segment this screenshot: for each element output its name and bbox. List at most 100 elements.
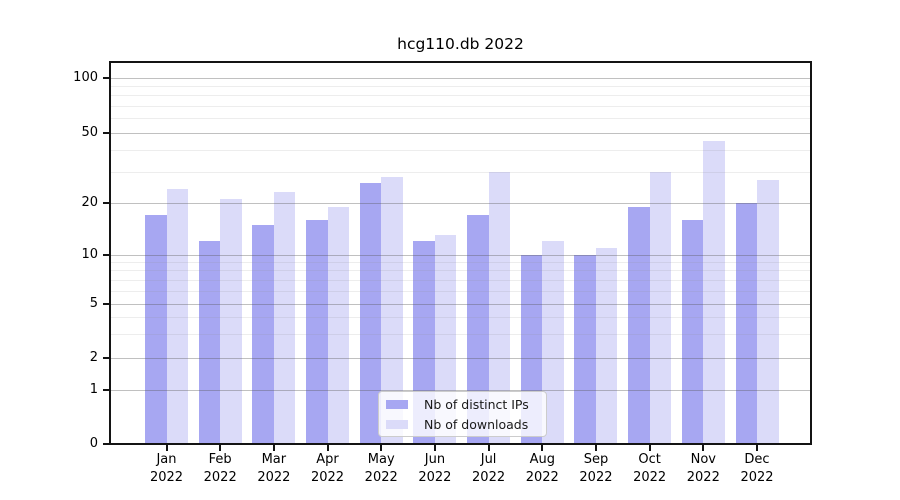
y-axis-tick-label: 100 bbox=[73, 70, 98, 85]
x-axis-tick bbox=[272, 444, 275, 451]
bar-distinct-ips bbox=[628, 206, 650, 444]
y-gridline-minor bbox=[111, 290, 810, 292]
y-gridline-minor bbox=[111, 270, 810, 272]
y-gridline-minor bbox=[111, 333, 810, 335]
x-tick-month: Oct bbox=[638, 452, 661, 467]
y-gridline-minor bbox=[111, 261, 810, 263]
y-axis-tick-label: 1 bbox=[89, 382, 98, 397]
bar-distinct-ips bbox=[306, 219, 328, 444]
bar-distinct-ips bbox=[359, 182, 382, 444]
bar-downloads bbox=[166, 189, 188, 444]
y-axis-tick bbox=[103, 77, 110, 79]
x-axis-tick-label: Apr 2022 bbox=[285, 451, 371, 487]
x-axis-tick bbox=[756, 444, 758, 451]
x-axis-tick-label: Feb 2022 bbox=[177, 451, 263, 487]
bar-distinct-ips bbox=[145, 215, 167, 444]
x-axis-tick bbox=[487, 444, 490, 451]
x-axis-tick-label: Sep 2022 bbox=[553, 451, 639, 487]
bar-distinct-ips bbox=[735, 203, 757, 444]
bar-downloads bbox=[542, 241, 564, 444]
y-gridline-minor bbox=[111, 279, 810, 281]
x-axis-tick-label: Dec 2022 bbox=[714, 451, 800, 487]
x-tick-year: 2022 bbox=[686, 470, 720, 485]
bar-downloads bbox=[595, 247, 618, 444]
x-tick-year: 2022 bbox=[472, 470, 506, 485]
x-tick-month: Jan bbox=[156, 452, 177, 467]
chart-title: hcg110.db 2022 bbox=[397, 35, 524, 53]
x-axis-tick-label: Jan 2022 bbox=[124, 451, 210, 487]
x-tick-month: Feb bbox=[208, 452, 232, 467]
y-gridline-minor bbox=[111, 95, 810, 97]
x-axis-tick-label: Mar 2022 bbox=[231, 451, 317, 487]
legend-label-distinct-ips: Nb of distinct IPs bbox=[424, 396, 529, 412]
x-axis-tick bbox=[219, 444, 222, 451]
x-axis-tick bbox=[165, 444, 168, 451]
x-axis-tick-label: Jun 2022 bbox=[392, 451, 478, 487]
y-gridline-minor bbox=[111, 118, 810, 120]
bar-downloads bbox=[327, 206, 350, 444]
x-axis-tick-label: Oct 2022 bbox=[607, 451, 693, 487]
bar-downloads bbox=[703, 141, 725, 444]
y-axis-tick-label: 10 bbox=[81, 247, 98, 262]
y-gridline-major bbox=[111, 77, 810, 79]
x-tick-year: 2022 bbox=[364, 470, 398, 485]
x-axis-tick bbox=[702, 444, 705, 451]
y-gridline-major bbox=[111, 202, 810, 204]
legend-row-distinct-ips: Nb of distinct IPs bbox=[386, 394, 546, 414]
x-axis-tick bbox=[326, 444, 329, 451]
legend: Nb of distinct IPs Nb of downloads bbox=[378, 391, 547, 437]
y-axis-tick bbox=[103, 254, 110, 256]
x-tick-month: Aug bbox=[529, 452, 555, 467]
x-tick-month: Apr bbox=[316, 452, 339, 467]
legend-swatch-distinct-ips-icon bbox=[386, 399, 408, 409]
bar-distinct-ips bbox=[574, 255, 596, 444]
y-axis-tick-label: 5 bbox=[89, 296, 98, 311]
x-axis-tick-label: Jul 2022 bbox=[446, 451, 532, 487]
x-axis-tick bbox=[648, 444, 651, 451]
x-axis-tick bbox=[433, 444, 436, 451]
y-gridline-major bbox=[111, 303, 810, 305]
x-axis-tick-label: Nov 2022 bbox=[660, 451, 746, 487]
bar-distinct-ips bbox=[681, 219, 704, 444]
x-tick-month: Nov bbox=[690, 452, 716, 467]
bar-downloads bbox=[220, 199, 242, 444]
y-gridline-major bbox=[111, 389, 810, 391]
x-tick-year: 2022 bbox=[149, 470, 184, 485]
bar-downloads bbox=[488, 172, 511, 444]
y-gridline-major bbox=[111, 254, 810, 256]
y-axis-tick bbox=[103, 357, 110, 359]
x-axis-tick bbox=[594, 444, 597, 451]
y-gridline-major bbox=[111, 132, 810, 134]
legend-label-downloads: Nb of downloads bbox=[424, 416, 529, 432]
x-axis-tick bbox=[541, 444, 544, 451]
x-tick-month: Jun bbox=[424, 452, 446, 467]
x-tick-year: 2022 bbox=[257, 470, 291, 485]
x-tick-year: 2022 bbox=[525, 470, 559, 485]
x-axis-tick bbox=[380, 444, 383, 451]
y-gridline-minor bbox=[111, 85, 810, 87]
x-tick-year: 2022 bbox=[418, 470, 452, 485]
x-tick-year: 2022 bbox=[203, 470, 237, 485]
y-axis-tick-label: 0 bbox=[89, 436, 98, 451]
y-axis-tick bbox=[103, 202, 110, 204]
x-tick-month: Mar bbox=[261, 452, 287, 467]
y-axis-tick bbox=[103, 389, 110, 391]
bar-downloads bbox=[273, 192, 296, 444]
bar-downloads bbox=[757, 180, 779, 444]
y-gridline-minor bbox=[111, 171, 810, 173]
y-axis-tick-label: 2 bbox=[89, 350, 98, 365]
legend-swatch-downloads-icon bbox=[386, 419, 408, 429]
y-axis-tick bbox=[103, 132, 110, 134]
bar-distinct-ips bbox=[198, 241, 221, 444]
x-tick-month: Sep bbox=[583, 452, 609, 467]
y-axis-tick bbox=[103, 443, 110, 445]
y-axis-tick-label: 50 bbox=[81, 125, 98, 140]
x-tick-year: 2022 bbox=[740, 470, 774, 485]
bar-downloads bbox=[649, 172, 672, 444]
y-gridline-minor bbox=[111, 105, 810, 107]
y-gridline-minor bbox=[111, 316, 810, 318]
x-axis-tick-label: May 2022 bbox=[338, 451, 424, 487]
bar-distinct-ips bbox=[467, 215, 489, 444]
legend-row-downloads: Nb of downloads bbox=[386, 414, 546, 434]
